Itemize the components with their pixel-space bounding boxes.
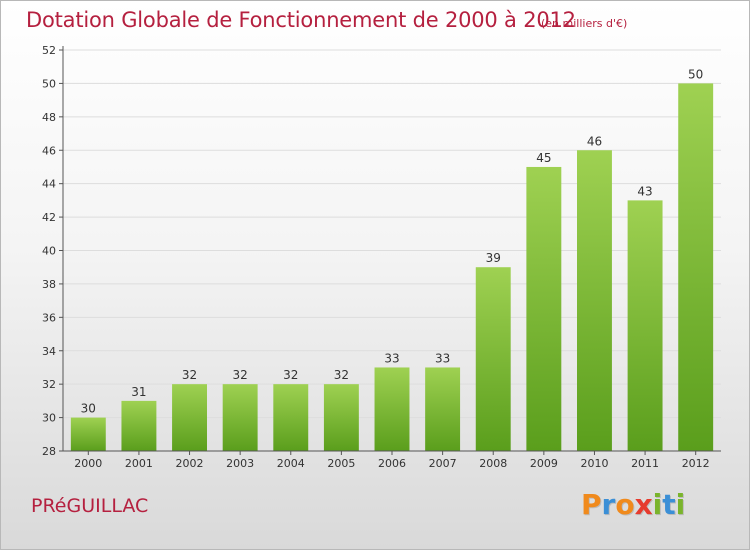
y-tick-label: 48 [42, 111, 56, 124]
x-tick-label-2012: 2012 [682, 457, 710, 470]
x-tick-label-2005: 2005 [327, 457, 355, 470]
data-label-2000: 30 [81, 402, 96, 416]
y-tick-label: 30 [42, 412, 56, 425]
data-label-2010: 46 [587, 134, 602, 148]
bar-2001[interactable] [121, 400, 157, 451]
chart-subtitle: (en milliers d'€) [541, 17, 628, 30]
data-label-2011: 43 [637, 184, 652, 198]
bars: 30 31 32 32 32 32 33 33 39 45 46 43 50 [70, 67, 714, 452]
x-tick-label-2003: 2003 [226, 457, 254, 470]
x-tick-label-2001: 2001 [125, 457, 153, 470]
x-tick-label-2004: 2004 [277, 457, 305, 470]
y-tick-label: 44 [42, 178, 56, 191]
data-label-2008: 39 [486, 251, 501, 265]
logo-letter: x [634, 488, 653, 521]
chart-title: Dotation Globale de Fonctionnement de 20… [26, 8, 576, 32]
bar-2012[interactable] [678, 83, 714, 452]
x-tick-label-2010: 2010 [580, 457, 608, 470]
data-label-2002: 32 [182, 368, 197, 382]
commune-name: PRéGUILLAC [31, 495, 149, 517]
bar-2006[interactable] [374, 367, 410, 451]
y-tick-label: 50 [42, 77, 56, 90]
y-tick-label: 52 [42, 44, 56, 57]
data-label-2009: 45 [536, 151, 551, 165]
y-tick-label: 34 [42, 345, 56, 358]
bar-2011[interactable] [627, 200, 663, 451]
logo-letter: P [581, 488, 602, 521]
y-tick-label: 32 [42, 378, 56, 391]
bar-2003[interactable] [222, 384, 258, 451]
data-label-2007: 33 [435, 351, 450, 365]
bar-2009[interactable] [526, 166, 562, 452]
x-tick-label-2002: 2002 [176, 457, 204, 470]
y-tick-label: 46 [42, 144, 56, 157]
data-label-2001: 31 [131, 385, 146, 399]
y-tick-label: 42 [42, 211, 56, 224]
data-label-2005: 32 [334, 368, 349, 382]
bar-2010[interactable] [576, 150, 612, 451]
bar-2005[interactable] [323, 384, 359, 451]
logo-letter: o [615, 488, 635, 521]
logo-letter: i [675, 488, 686, 521]
y-tick-label: 38 [42, 278, 56, 291]
y-tick-label: 36 [42, 311, 56, 324]
x-tick-label-2011: 2011 [631, 457, 659, 470]
x-tick-label-2006: 2006 [378, 457, 406, 470]
data-label-2003: 32 [233, 368, 248, 382]
y-tick-label: 40 [42, 245, 56, 258]
y-tick-label: 28 [42, 445, 56, 458]
x-tick-label-2000: 2000 [74, 457, 102, 470]
bar-2000[interactable] [70, 417, 106, 451]
axes: 28 30 32 34 36 38 40 42 44 46 48 50 52 2000 2001 2002 20… [42, 44, 721, 470]
bar-2007[interactable] [425, 367, 461, 451]
x-tick-label-2008: 2008 [479, 457, 507, 470]
data-label-2012: 50 [688, 67, 703, 81]
proxiti-logo[interactable]: Proxiti [581, 488, 685, 521]
logo-letter: r [601, 488, 616, 521]
bar-2002[interactable] [172, 384, 208, 451]
x-tick-label-2007: 2007 [429, 457, 457, 470]
bar-2008[interactable] [475, 267, 511, 451]
logo-letter: t [662, 488, 676, 521]
logo-letter: i [652, 488, 663, 521]
bar-2004[interactable] [273, 384, 309, 451]
x-tick-label-2009: 2009 [530, 457, 558, 470]
data-label-2004: 32 [283, 368, 298, 382]
data-label-2006: 33 [384, 351, 399, 365]
